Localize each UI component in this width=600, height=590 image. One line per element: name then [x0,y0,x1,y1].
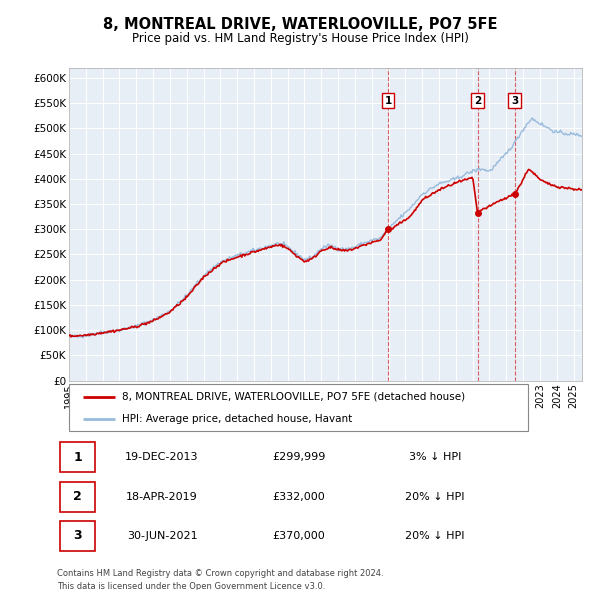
Text: 3: 3 [73,529,82,542]
FancyBboxPatch shape [59,482,95,512]
Text: 2: 2 [474,96,481,106]
Text: 19-DEC-2013: 19-DEC-2013 [125,453,199,462]
Text: 20% ↓ HPI: 20% ↓ HPI [405,531,465,540]
FancyBboxPatch shape [69,384,528,431]
Text: 3: 3 [511,96,518,106]
Text: 8, MONTREAL DRIVE, WATERLOOVILLE, PO7 5FE (detached house): 8, MONTREAL DRIVE, WATERLOOVILLE, PO7 5F… [122,392,465,402]
Text: 8, MONTREAL DRIVE, WATERLOOVILLE, PO7 5FE: 8, MONTREAL DRIVE, WATERLOOVILLE, PO7 5F… [103,17,497,31]
Text: £332,000: £332,000 [272,492,325,502]
Text: 20% ↓ HPI: 20% ↓ HPI [405,492,465,502]
Text: £370,000: £370,000 [272,531,325,540]
Text: 18-APR-2019: 18-APR-2019 [126,492,198,502]
Text: This data is licensed under the Open Government Licence v3.0.: This data is licensed under the Open Gov… [57,582,325,590]
FancyBboxPatch shape [59,442,95,472]
Text: Contains HM Land Registry data © Crown copyright and database right 2024.: Contains HM Land Registry data © Crown c… [57,569,383,578]
Text: £299,999: £299,999 [272,453,325,462]
Text: 3% ↓ HPI: 3% ↓ HPI [409,453,461,462]
Text: HPI: Average price, detached house, Havant: HPI: Average price, detached house, Hava… [122,414,352,424]
Text: 2: 2 [73,490,82,503]
Text: Price paid vs. HM Land Registry's House Price Index (HPI): Price paid vs. HM Land Registry's House … [131,32,469,45]
Text: 1: 1 [385,96,392,106]
Text: 1: 1 [73,451,82,464]
FancyBboxPatch shape [59,521,95,550]
Text: 30-JUN-2021: 30-JUN-2021 [127,531,197,540]
